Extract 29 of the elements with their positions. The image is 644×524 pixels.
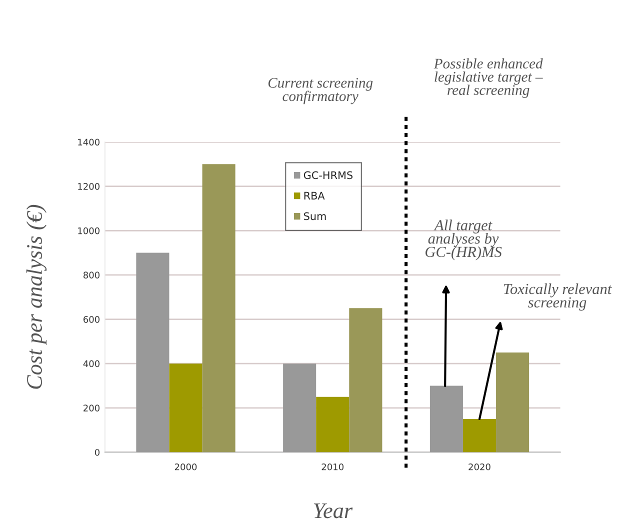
annotation: Toxically relevant screening	[504, 283, 612, 311]
y-tick-label: 1000	[78, 227, 100, 234]
y-tick-label: 200	[84, 404, 100, 412]
y-tick-label: 800	[83, 272, 100, 279]
y-tick-label: 0	[94, 448, 100, 456]
text: Current screening confirmatory	[268, 78, 373, 104]
x-axis-title: Year	[314, 503, 353, 518]
bar	[202, 164, 236, 452]
bar	[316, 396, 350, 452]
y-axis-title: Cost per analysis (€)	[26, 204, 47, 389]
legend-label: GC-HRMS	[304, 171, 353, 180]
x-tick-label: 2020	[468, 463, 490, 470]
bar	[169, 364, 202, 452]
y-tick-label: 1200	[78, 183, 100, 190]
bar	[136, 252, 170, 452]
x-tick-label: 2000	[174, 463, 197, 470]
bar	[349, 308, 382, 452]
bar	[462, 418, 496, 452]
y-tick-label: 1400	[78, 138, 100, 146]
bar	[496, 352, 530, 452]
text: Possible enhanced legislative target – real screening	[434, 58, 543, 98]
legend-label: RBA	[304, 192, 325, 200]
x-tick-label: 2010	[322, 463, 344, 470]
annotation: All target analyses by GC-(HR)MS	[426, 220, 502, 260]
legend-label: Sum	[304, 212, 326, 220]
bar	[430, 386, 463, 452]
y-tick-label: 400	[83, 360, 100, 368]
y-tick-label: 600	[84, 316, 100, 323]
bar	[283, 364, 316, 452]
